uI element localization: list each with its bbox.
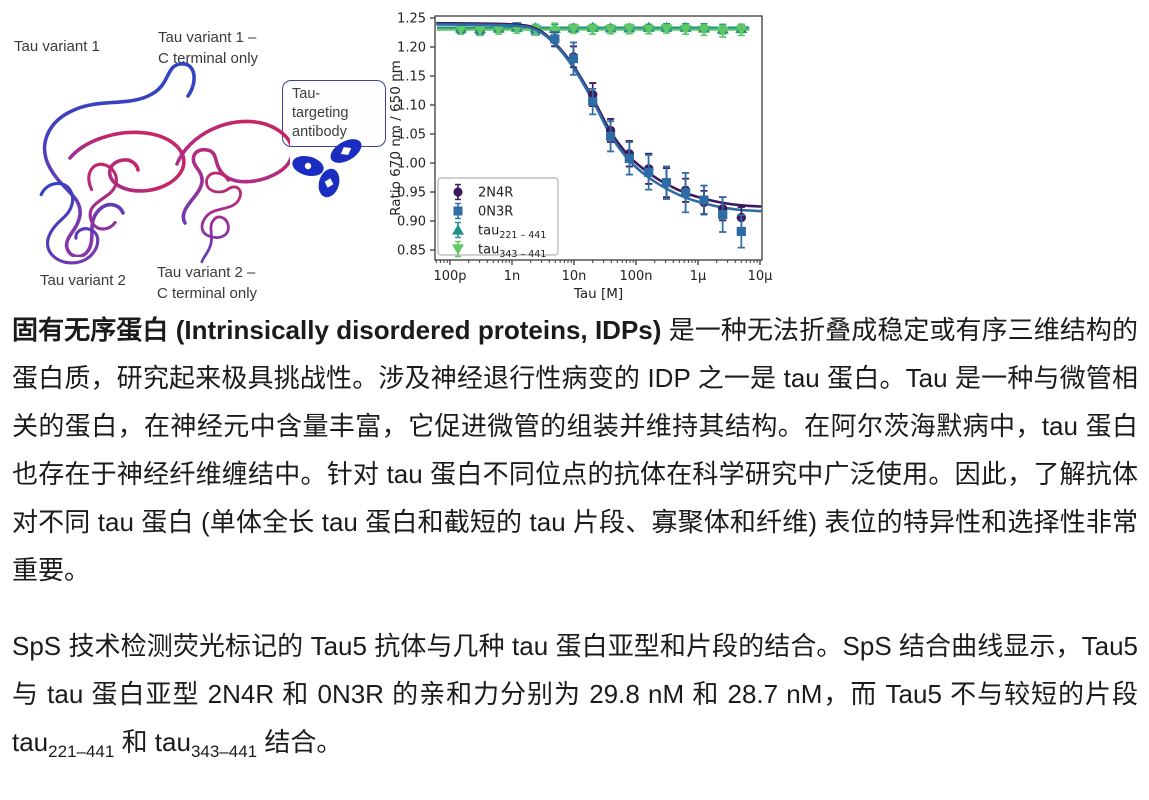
data-point-square (736, 226, 746, 236)
data-point-triangle-down (604, 25, 617, 36)
data-point-square (569, 54, 578, 64)
x-tick-label: 10n (562, 269, 587, 284)
antibody-label-line2: antibody (292, 124, 347, 140)
tau-variant-2-cterm-label: Tau variant 2 – C terminal only (157, 262, 257, 304)
data-point-triangle-down (660, 24, 673, 35)
plot-frame (434, 15, 763, 261)
antibody-label-line1: Tau-targeting (292, 86, 349, 121)
data-point-triangle-down (454, 25, 467, 36)
antibody-stem (318, 168, 340, 198)
x-tick-label: 100p (433, 269, 466, 284)
data-point-triangle-down (567, 24, 580, 35)
data-point-square (550, 34, 560, 44)
data-point-square (624, 153, 634, 163)
x-axis-label: Tau [M] (573, 286, 623, 302)
intro-body: 是一种无法折叠成稳定或有序三维结构的蛋白质，研究起来极具挑战性。涉及神经退行性病… (12, 315, 1138, 585)
binding-curve-chart: 1.25 1.20 1.15 1.10 1.05 1.00 0.95 0.90 0.85 100p… (388, 12, 772, 303)
legend-label: tau343 – 441 (478, 243, 546, 261)
paragraph-sps-results: SpS 技术检测荧光标记的 Tau5 抗体与几种 tau 蛋白亚型和片段的结合。… (12, 622, 1138, 766)
sps-body-2: 和 tau (114, 727, 191, 757)
y-axis-label: Ratio 670 nm / 650 nm (388, 60, 404, 216)
y-tick-label: 0.85 (397, 244, 426, 259)
tau-343-441-subscript: 343–441 (190, 742, 258, 762)
intro-bold-lead: 固有无序蛋白 (Intrinsically disordered protein… (12, 315, 662, 345)
tau-variant-2-cterm-curve (87, 162, 118, 231)
tau-variant-1-cterm-drawing (175, 119, 290, 225)
sps-body-1: SpS 技术检测荧光标记的 Tau5 抗体与几种 tau 蛋白亚型和片段的结合。… (12, 631, 1138, 757)
tau-variant-2-label: Tau variant 2 (40, 272, 126, 289)
data-point-triangle-down (698, 25, 710, 36)
tau-variant-1-cterm-line1: Tau variant 1 – (158, 29, 257, 46)
tau-variant-2-cterm-drawing (200, 171, 242, 264)
data-point-triangle-down (452, 244, 464, 255)
tau-variant-1-cterm-only-curve (175, 119, 290, 225)
data-point-square (606, 131, 616, 141)
x-tick-label: 1n (504, 269, 521, 284)
caption-text: 固有无序蛋白 (Intrinsically disordered protein… (12, 306, 1138, 766)
tau-variant-2-drawing (39, 162, 118, 265)
data-point-square (644, 167, 654, 177)
y-tick-label: 0.95 (397, 186, 426, 201)
data-point-triangle-down (474, 25, 486, 36)
antibody-arm-right (330, 139, 362, 163)
binding-series-points-top (550, 31, 746, 249)
data-point-triangle-down (623, 24, 636, 35)
data-point-square (699, 195, 709, 205)
data-point-square (681, 188, 691, 198)
tau-variant-2-cterm-only-curve (200, 171, 242, 264)
data-point-square (718, 210, 728, 220)
antibody-label-box: Tau-targeting antibody (282, 80, 386, 147)
data-point-triangle-down (679, 25, 692, 36)
data-point-triangle-down (492, 25, 505, 36)
tau-variant-2-cterm-line2: C terminal only (157, 285, 258, 302)
y-tick-label: 1.20 (397, 41, 426, 56)
x-tick-label: 100n (619, 269, 652, 284)
tau-221-441-subscript: 221–441 (48, 742, 115, 762)
tau-variant-2-backbone-curve (39, 181, 100, 265)
x-tick-label: 1µ (690, 269, 707, 284)
data-point-triangle-down (735, 25, 748, 36)
data-point-square (662, 178, 671, 188)
x-tick-label: 10µ (748, 269, 773, 284)
legend-label: 2N4R (478, 186, 513, 201)
data-point-triangle-down (586, 25, 599, 36)
tau-variant-2-cterm-line1: Tau variant 2 – (157, 264, 256, 281)
data-point-square (588, 97, 598, 106)
sps-body-3: 结合。 (257, 727, 343, 757)
data-point-square (453, 206, 463, 216)
y-tick-label: 1.05 (397, 128, 426, 143)
y-tick-label: 1.00 (397, 157, 426, 172)
legend-label: 0N3R (478, 205, 513, 220)
y-tick-label: 1.10 (397, 99, 426, 114)
axes: 1.25 1.20 1.15 1.10 1.05 1.00 0.95 0.90 0.85 100p… (388, 12, 772, 303)
data-point-triangle-down (716, 26, 729, 37)
tau-variant-1-label: Tau variant 1 (14, 38, 100, 55)
legend-label: tau221 – 441 (478, 224, 546, 242)
y-tick-label: 0.90 (397, 215, 426, 230)
tau-variant-1-cterm-curve (68, 130, 186, 193)
antibody-icon (292, 139, 362, 198)
data-point-circle (453, 187, 463, 197)
data-point-triangle-down (642, 25, 655, 36)
antibody-arm-left (292, 156, 324, 176)
y-tick-label: 1.25 (397, 12, 426, 27)
data-point-triangle-up (452, 224, 464, 235)
paragraph-intro: 固有无序蛋白 (Intrinsically disordered protein… (12, 306, 1138, 594)
legend-box (437, 177, 559, 256)
y-tick-label: 1.15 (397, 70, 426, 85)
